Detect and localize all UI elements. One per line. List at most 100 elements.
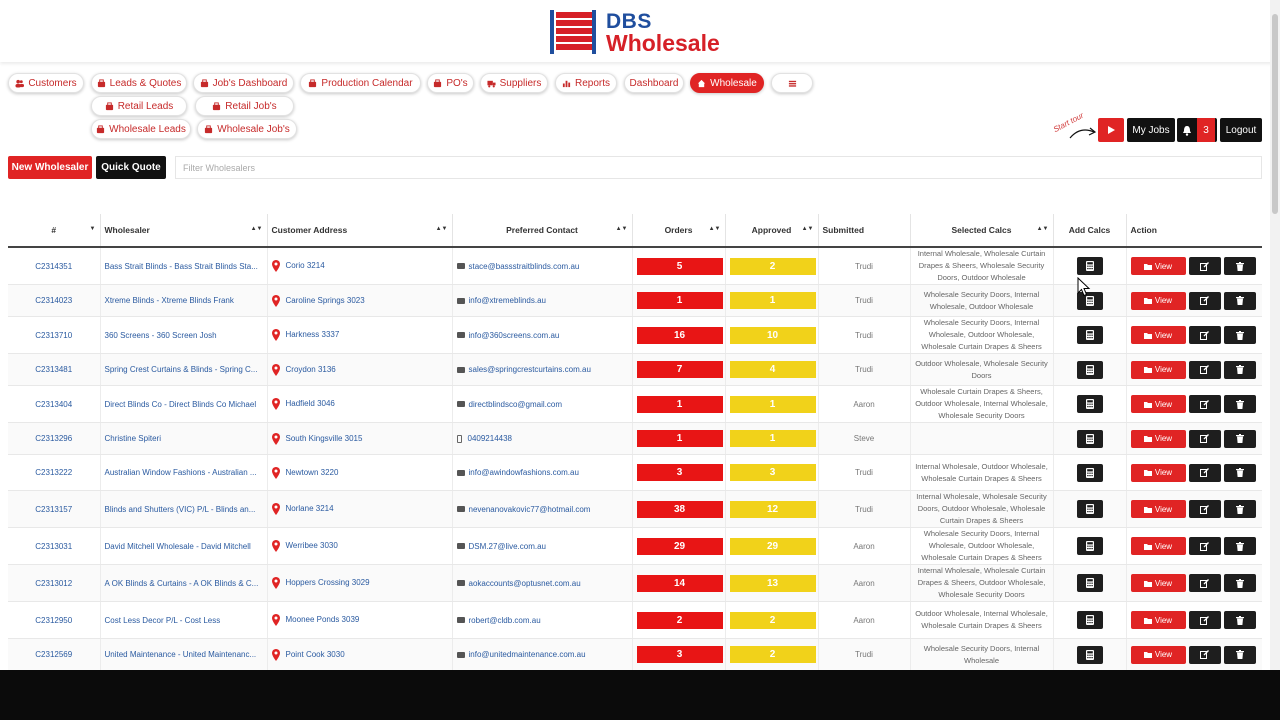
row-address-cell[interactable]: Caroline Springs 3023 bbox=[267, 284, 453, 317]
delete-button[interactable] bbox=[1223, 463, 1256, 482]
row-id-link[interactable]: C2313481 bbox=[8, 353, 101, 386]
nav-production-calendar[interactable]: Production Calendar bbox=[300, 73, 421, 93]
approved-count-badge[interactable]: 4 bbox=[729, 361, 816, 378]
row-id[interactable]: C2313222 bbox=[35, 468, 73, 477]
row-wholesaler-cell[interactable]: David Mitchell Wholesale - David Mitchel… bbox=[100, 527, 268, 565]
start-tour-button[interactable] bbox=[1098, 118, 1124, 142]
row-id-link[interactable]: C2312569 bbox=[8, 638, 101, 670]
row-contact-link[interactable]: info@xtremeblinds.au bbox=[468, 296, 547, 305]
row-id[interactable]: C2314023 bbox=[35, 296, 73, 305]
row-wholesaler-link[interactable]: A OK Blinds & Curtains - A OK Blinds & C… bbox=[104, 578, 259, 588]
delete-button[interactable] bbox=[1223, 395, 1256, 413]
approved-count-badge[interactable]: 1 bbox=[729, 430, 816, 447]
row-wholesaler-cell[interactable]: Cost Less Decor P/L - Cost Less bbox=[100, 601, 268, 639]
row-contact-link[interactable]: 0409214438 bbox=[467, 434, 513, 443]
add-calcs-button[interactable] bbox=[1076, 500, 1103, 518]
row-contact-cell[interactable]: aokaccounts@optusnet.com.au bbox=[452, 564, 633, 602]
edit-button[interactable] bbox=[1188, 574, 1221, 592]
row-wholesaler-cell[interactable]: Australian Window Fashions - Australian … bbox=[100, 454, 268, 491]
row-address-link[interactable]: Norlane 3214 bbox=[285, 504, 334, 514]
orders-count-badge[interactable]: 3 bbox=[636, 464, 723, 481]
add-calcs-button[interactable] bbox=[1076, 611, 1103, 629]
delete-button[interactable] bbox=[1223, 574, 1256, 592]
row-contact-cell[interactable]: info@xtremeblinds.au bbox=[452, 284, 633, 317]
row-id[interactable]: C2313404 bbox=[35, 399, 73, 409]
row-id[interactable]: C2313031 bbox=[35, 541, 73, 551]
row-id[interactable]: C2313481 bbox=[35, 365, 73, 374]
row-id-link[interactable]: C2314351 bbox=[8, 247, 101, 285]
row-wholesaler-cell[interactable]: 360 Screens - 360 Screen Josh bbox=[100, 316, 268, 354]
delete-button[interactable] bbox=[1223, 326, 1256, 344]
edit-button[interactable] bbox=[1188, 645, 1221, 664]
row-contact-cell[interactable]: stace@bassstraitblinds.com.au bbox=[452, 247, 633, 285]
delete-button[interactable] bbox=[1223, 257, 1256, 275]
logo[interactable]: DBS Wholesale bbox=[550, 8, 730, 56]
row-wholesaler-cell[interactable]: Blinds and Shutters (VIC) P/L - Blinds a… bbox=[100, 490, 268, 528]
orders-count-badge[interactable]: 7 bbox=[636, 361, 723, 378]
nav-wholesale-leads[interactable]: Wholesale Leads bbox=[91, 119, 191, 139]
orders-count-badge[interactable]: 5 bbox=[636, 257, 723, 275]
row-address-link[interactable]: Hadfield 3046 bbox=[285, 399, 335, 409]
add-calcs-button[interactable] bbox=[1076, 360, 1103, 379]
delete-button[interactable] bbox=[1223, 291, 1256, 310]
row-wholesaler-cell[interactable]: Direct Blinds Co - Direct Blinds Co Mich… bbox=[100, 385, 268, 423]
row-id-link[interactable]: C2313404 bbox=[8, 385, 101, 423]
nav-pos[interactable]: PO's bbox=[427, 73, 474, 93]
row-address-cell[interactable]: Werribee 3030 bbox=[267, 527, 453, 565]
row-id-link[interactable]: C2313157 bbox=[8, 490, 101, 528]
row-wholesaler-cell[interactable]: Xtreme Blinds - Xtreme Blinds Frank bbox=[100, 284, 268, 317]
orders-count-badge[interactable]: 1 bbox=[636, 292, 723, 309]
row-contact-link[interactable]: stace@bassstraitblinds.com.au bbox=[468, 261, 580, 271]
orders-count-badge[interactable]: 29 bbox=[636, 537, 723, 555]
row-address-cell[interactable]: Corio 3214 bbox=[267, 247, 453, 285]
edit-button[interactable] bbox=[1188, 291, 1221, 310]
view-button[interactable]: View bbox=[1130, 645, 1186, 664]
approved-count-badge[interactable]: 10 bbox=[729, 326, 816, 344]
scrollbar-thumb[interactable] bbox=[1272, 14, 1278, 214]
row-contact-cell[interactable]: nevenanovakovic77@hotmail.com bbox=[452, 490, 633, 528]
edit-button[interactable] bbox=[1188, 463, 1221, 482]
notifications-button[interactable]: 3 bbox=[1177, 118, 1217, 142]
row-address-link[interactable]: Werribee 3030 bbox=[285, 541, 338, 551]
row-address-link[interactable]: Point Cook 3030 bbox=[285, 649, 345, 659]
view-button[interactable]: View bbox=[1130, 291, 1186, 310]
row-address-link[interactable]: Hoppers Crossing 3029 bbox=[285, 578, 370, 588]
row-id-link[interactable]: C2313296 bbox=[8, 422, 101, 455]
nav-suppliers[interactable]: Suppliers bbox=[480, 73, 548, 93]
column-header-number[interactable]: # ▼ bbox=[8, 214, 101, 248]
approved-count-badge[interactable]: 29 bbox=[729, 537, 816, 555]
add-calcs-button[interactable] bbox=[1076, 645, 1103, 664]
row-id[interactable]: C2313157 bbox=[35, 504, 73, 514]
row-contact-cell[interactable]: DSM.27@live.com.au bbox=[452, 527, 633, 565]
row-id[interactable]: C2313012 bbox=[35, 578, 73, 588]
column-header-contact[interactable]: Preferred Contact ▲▼ bbox=[452, 214, 633, 248]
add-calcs-button[interactable] bbox=[1076, 574, 1103, 592]
approved-count-badge[interactable]: 12 bbox=[729, 500, 816, 518]
nav-retail-leads[interactable]: Retail Leads bbox=[91, 96, 187, 116]
row-id-link[interactable]: C2313222 bbox=[8, 454, 101, 491]
row-id-link[interactable]: C2313031 bbox=[8, 527, 101, 565]
delete-button[interactable] bbox=[1223, 611, 1256, 629]
delete-button[interactable] bbox=[1223, 429, 1256, 448]
approved-count-badge[interactable]: 13 bbox=[729, 574, 816, 592]
approved-count-badge[interactable]: 3 bbox=[729, 464, 816, 481]
nav-more[interactable] bbox=[771, 73, 813, 93]
row-wholesaler-link[interactable]: Cost Less Decor P/L - Cost Less bbox=[104, 615, 221, 625]
view-button[interactable]: View bbox=[1130, 360, 1186, 379]
column-header-address[interactable]: Customer Address ▲▼ bbox=[267, 214, 453, 248]
row-wholesaler-cell[interactable]: Spring Crest Curtains & Blinds - Spring … bbox=[100, 353, 268, 386]
add-calcs-button[interactable] bbox=[1076, 291, 1103, 310]
row-id[interactable]: C2313710 bbox=[35, 330, 73, 340]
row-contact-link[interactable]: info@unitedmaintenance.com.au bbox=[468, 650, 586, 659]
row-address-cell[interactable]: Hoppers Crossing 3029 bbox=[267, 564, 453, 602]
row-id[interactable]: C2314351 bbox=[35, 261, 73, 271]
row-address-cell[interactable]: Hadfield 3046 bbox=[267, 385, 453, 423]
view-button[interactable]: View bbox=[1130, 395, 1186, 413]
add-calcs-button[interactable] bbox=[1076, 326, 1103, 344]
row-contact-cell[interactable]: info@awindowfashions.com.au bbox=[452, 454, 633, 491]
column-header-approved[interactable]: Approved ▲▼ bbox=[725, 214, 819, 248]
row-id[interactable]: C2312569 bbox=[35, 650, 73, 659]
row-address-link[interactable]: South Kingsville 3015 bbox=[285, 433, 363, 443]
row-contact-link[interactable]: nevenanovakovic77@hotmail.com bbox=[468, 504, 591, 514]
row-address-cell[interactable]: Harkness 3337 bbox=[267, 316, 453, 354]
